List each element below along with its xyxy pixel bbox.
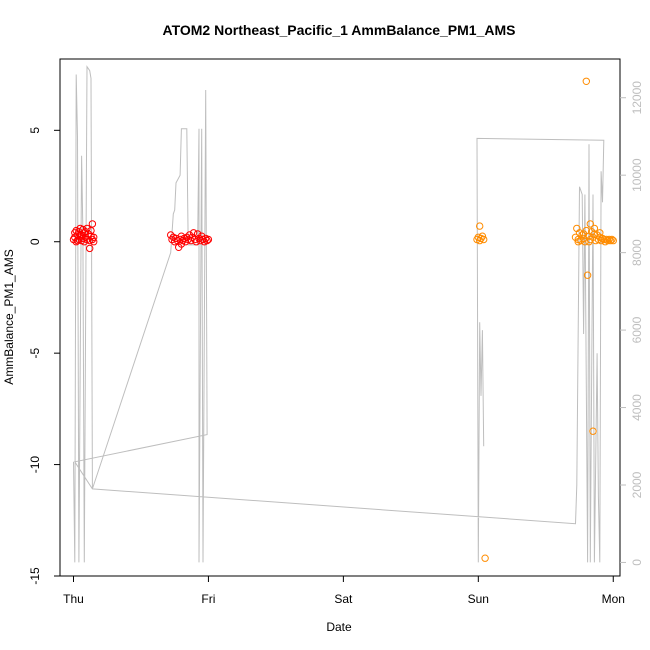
data-point — [605, 235, 613, 244]
x-tick-label: Sat — [334, 592, 353, 606]
data-point — [480, 235, 488, 244]
data-point — [204, 235, 213, 244]
plot-frame — [59, 58, 621, 577]
y-tick-label: 0 — [28, 238, 42, 245]
data-point — [585, 238, 593, 246]
data-point — [590, 224, 599, 233]
data-point — [608, 235, 616, 244]
data-point — [88, 220, 97, 228]
data-point — [81, 228, 90, 236]
y-tick-label: 5 — [28, 127, 42, 134]
x-tick-label: Fri — [201, 592, 215, 606]
y2-tick-label: 10000 — [630, 158, 644, 192]
data-point — [583, 271, 592, 279]
data-point — [590, 230, 599, 238]
data-point — [73, 236, 82, 245]
data-point — [90, 233, 98, 242]
data-point — [582, 77, 590, 86]
data-point — [203, 236, 211, 245]
chart-title: ATOM2 Northeast_Pacific_1 AmmBalance_PM1… — [163, 22, 516, 38]
data-point — [177, 240, 186, 248]
data-point — [606, 236, 615, 245]
y-tick-label: -10 — [28, 456, 42, 474]
y-tick-label: -5 — [28, 347, 42, 358]
data-point — [586, 220, 594, 228]
data-point — [609, 236, 617, 245]
y2-tick-label: 4000 — [630, 394, 644, 421]
x-tick-label: Mon — [602, 592, 625, 606]
y-tick-label: -15 — [28, 567, 42, 585]
plot-marks: Thu Fri Sat Sun Mon -15 -10 -5 0 5 0 2000 4000 6000 80… — [28, 65, 644, 606]
x-tick-label: Thu — [63, 592, 84, 606]
data-point — [476, 222, 484, 230]
x-tick-label: Sun — [468, 592, 489, 606]
data-point — [167, 231, 175, 239]
data-point — [478, 232, 487, 240]
series-line-0 — [73, 65, 605, 563]
y2-tick-label: 2000 — [630, 471, 644, 498]
y2-tick-label: 12000 — [630, 81, 644, 115]
data-point — [578, 231, 586, 239]
data-point — [596, 229, 604, 237]
data-point — [76, 224, 84, 233]
x-axis-label: Date — [326, 620, 352, 634]
data-point — [600, 235, 608, 244]
data-point — [87, 226, 95, 235]
y-axis-label: AmmBalance_PM1_AMS — [2, 249, 16, 384]
data-point — [193, 230, 202, 238]
data-point — [189, 229, 198, 237]
data-point — [589, 427, 597, 435]
data-point — [90, 238, 98, 246]
data-point — [86, 244, 94, 253]
data-point — [574, 238, 582, 246]
data-point — [602, 235, 611, 244]
data-point — [481, 554, 489, 562]
y2-tick-label: 6000 — [630, 316, 644, 343]
data-point — [604, 236, 612, 245]
data-point — [579, 230, 588, 238]
data-point — [187, 236, 195, 245]
y2-tick-label: 0 — [630, 559, 644, 566]
y2-tick-label: 8000 — [630, 239, 644, 266]
